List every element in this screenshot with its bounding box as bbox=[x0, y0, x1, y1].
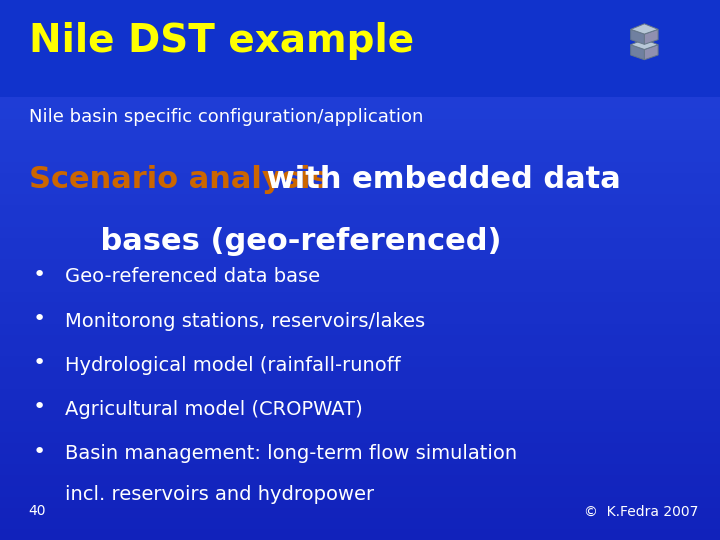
Bar bbox=[0, 400, 720, 410]
Bar bbox=[0, 410, 720, 421]
Text: Nile DST example: Nile DST example bbox=[29, 22, 414, 59]
Polygon shape bbox=[644, 45, 658, 60]
Bar bbox=[0, 227, 720, 238]
Bar bbox=[0, 216, 720, 227]
Text: •: • bbox=[33, 442, 46, 462]
Bar bbox=[0, 184, 720, 194]
Bar bbox=[0, 292, 720, 302]
Text: 40: 40 bbox=[29, 504, 46, 518]
Bar bbox=[0, 0, 720, 11]
Bar bbox=[0, 367, 720, 378]
Bar bbox=[0, 378, 720, 389]
Bar bbox=[0, 454, 720, 464]
Bar bbox=[0, 518, 720, 529]
Bar bbox=[0, 464, 720, 475]
Text: bases (geo-referenced): bases (geo-referenced) bbox=[58, 227, 501, 256]
Bar bbox=[0, 238, 720, 248]
Bar bbox=[0, 0, 720, 97]
Bar bbox=[0, 313, 720, 324]
Polygon shape bbox=[631, 24, 658, 34]
Bar bbox=[0, 173, 720, 184]
Bar bbox=[0, 11, 720, 22]
Bar bbox=[0, 421, 720, 432]
Bar bbox=[0, 194, 720, 205]
Bar bbox=[0, 346, 720, 356]
Text: •: • bbox=[33, 309, 46, 329]
Bar bbox=[0, 205, 720, 216]
Bar bbox=[0, 432, 720, 443]
Bar bbox=[0, 356, 720, 367]
Bar bbox=[0, 86, 720, 97]
Bar bbox=[0, 248, 720, 259]
Bar bbox=[0, 270, 720, 281]
Bar bbox=[0, 151, 720, 162]
Bar bbox=[0, 140, 720, 151]
Polygon shape bbox=[644, 29, 658, 44]
Bar bbox=[0, 497, 720, 508]
Text: Monitorong stations, reservoirs/lakes: Monitorong stations, reservoirs/lakes bbox=[65, 312, 425, 330]
Bar bbox=[0, 32, 720, 43]
Text: Scenario analysis: Scenario analysis bbox=[29, 165, 328, 194]
Text: Nile basin specific configuration/application: Nile basin specific configuration/applic… bbox=[29, 108, 423, 126]
Polygon shape bbox=[631, 45, 644, 60]
Bar bbox=[0, 443, 720, 454]
Text: •: • bbox=[33, 353, 46, 373]
Bar bbox=[0, 65, 720, 76]
Text: ©  K.Fedra 2007: © K.Fedra 2007 bbox=[584, 504, 698, 518]
Text: incl. reservoirs and hydropower: incl. reservoirs and hydropower bbox=[65, 485, 374, 504]
Text: Hydrological model (rainfall-runoff: Hydrological model (rainfall-runoff bbox=[65, 356, 400, 375]
Bar bbox=[0, 119, 720, 130]
Bar bbox=[0, 475, 720, 486]
Polygon shape bbox=[631, 39, 658, 50]
Text: Basin management: long-term flow simulation: Basin management: long-term flow simulat… bbox=[65, 444, 517, 463]
Text: with embedded data: with embedded data bbox=[256, 165, 621, 194]
Bar bbox=[0, 162, 720, 173]
Polygon shape bbox=[631, 29, 644, 44]
Bar bbox=[0, 76, 720, 86]
Bar bbox=[0, 324, 720, 335]
Bar bbox=[0, 259, 720, 270]
Bar bbox=[0, 508, 720, 518]
Bar bbox=[0, 335, 720, 346]
Bar bbox=[0, 281, 720, 292]
Bar bbox=[0, 108, 720, 119]
Bar bbox=[0, 529, 720, 540]
Bar bbox=[0, 389, 720, 400]
Bar bbox=[0, 43, 720, 54]
Text: Geo-referenced data base: Geo-referenced data base bbox=[65, 267, 320, 286]
Bar bbox=[0, 54, 720, 65]
Text: •: • bbox=[33, 265, 46, 285]
Bar bbox=[0, 22, 720, 32]
Bar bbox=[0, 97, 720, 108]
Text: •: • bbox=[33, 397, 46, 417]
Bar bbox=[0, 302, 720, 313]
Text: Agricultural model (CROPWAT): Agricultural model (CROPWAT) bbox=[65, 400, 363, 419]
Bar bbox=[0, 486, 720, 497]
Bar bbox=[0, 130, 720, 140]
